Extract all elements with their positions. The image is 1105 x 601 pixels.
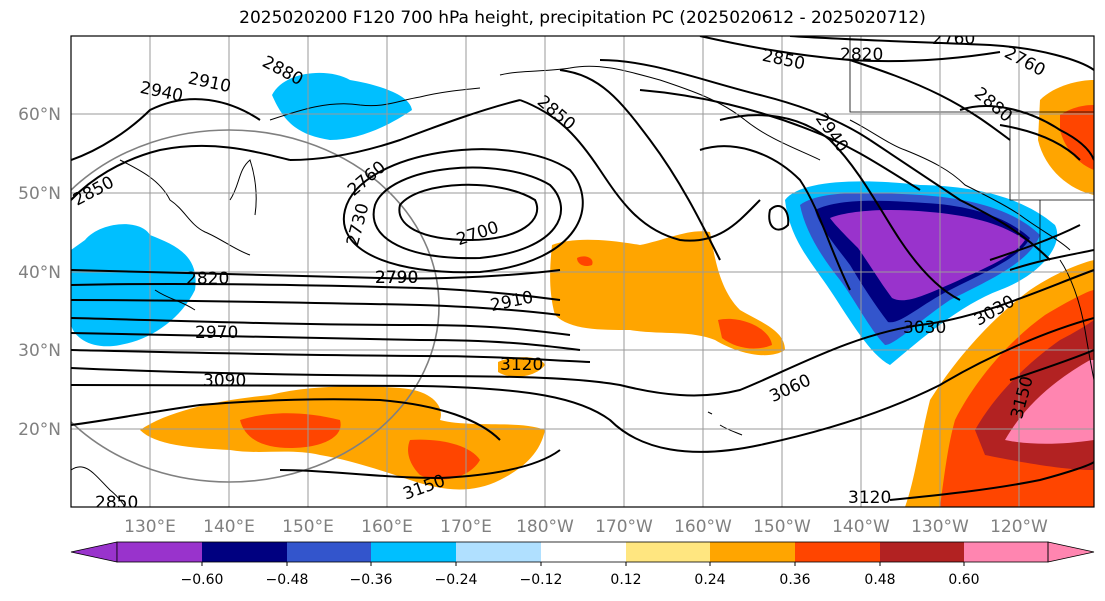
- lat-label: 60°N: [18, 105, 61, 125]
- lon-label: 130°W: [911, 517, 969, 537]
- colorbar-tick: 0.48: [864, 572, 895, 588]
- lon-label: 170°W: [595, 517, 653, 537]
- map-title: 2025020200 F120 700 hPa height, precipit…: [239, 8, 926, 28]
- colorbar-swatch: [202, 542, 287, 562]
- contour-label: 3030: [903, 318, 946, 338]
- contour-label: 2820: [186, 269, 229, 289]
- lat-label: 30°N: [18, 341, 61, 361]
- coastlines: [71, 65, 1094, 507]
- colorbar-tick: −0.12: [520, 572, 563, 588]
- colorbar-swatch: [541, 542, 626, 562]
- colorbar-tick: 0.60: [948, 572, 979, 588]
- contour-label: 3090: [203, 371, 246, 391]
- height-contours: [71, 36, 1094, 501]
- lon-label: 160°E: [361, 517, 413, 537]
- map-area: 2940 2910 2880 2850 2850 2820 2790 2760 …: [71, 29, 1094, 513]
- lon-label: 130°E: [124, 517, 176, 537]
- contour-label: 2790: [375, 268, 418, 288]
- lat-label: 40°N: [18, 263, 61, 283]
- colorbar-swatch: [795, 542, 880, 562]
- colorbar-tick: 0.12: [610, 572, 641, 588]
- colorbar-swatch: [456, 542, 541, 562]
- map-frame: [70, 35, 1095, 508]
- lon-label: 140°E: [203, 517, 255, 537]
- colorbar-outline: [116, 541, 1049, 563]
- lon-label: 120°W: [990, 517, 1048, 537]
- lon-label: 140°W: [832, 517, 890, 537]
- contour-label: 2970: [195, 323, 238, 343]
- colorbar-tick: −0.24: [435, 572, 478, 588]
- colorbar-tick: 0.36: [779, 572, 810, 588]
- colorbar: −0.60 −0.48 −0.36 −0.24 −0.12 0.12 0.24 …: [70, 541, 1095, 588]
- colorbar-arrow-right: [1047, 541, 1095, 563]
- colorbar-tick: −0.60: [181, 572, 224, 588]
- contour-label: 2760: [932, 29, 975, 49]
- colorbar-tick: 0.24: [694, 572, 725, 588]
- longitude-labels: 130°E 140°E 150°E 160°E 170°E 180°W 170°…: [124, 517, 1048, 537]
- colorbar-swatch: [964, 542, 1048, 562]
- colorbar-swatch: [287, 542, 371, 562]
- colorbar-swatch: [626, 542, 710, 562]
- colorbar-tick: −0.48: [266, 572, 309, 588]
- lon-label: 170°E: [440, 517, 492, 537]
- colorbar-swatch: [371, 542, 456, 562]
- colorbar-swatch: [880, 542, 964, 562]
- contour-label: 2850: [95, 493, 138, 513]
- contour-label: 3120: [848, 488, 891, 508]
- contour-label: 3120: [500, 355, 543, 375]
- colorbar-swatch: [710, 542, 795, 562]
- lon-label: 160°W: [674, 517, 732, 537]
- colorbar-swatch: [117, 542, 202, 562]
- colorbar-tick: −0.36: [350, 572, 393, 588]
- contour-label: 2790: [375, 268, 418, 288]
- latitude-labels: 60°N 50°N 40°N 30°N 20°N: [18, 105, 61, 440]
- lat-label: 20°N: [18, 420, 61, 440]
- lat-label: 50°N: [18, 184, 61, 204]
- lon-label: 150°W: [753, 517, 811, 537]
- colorbar-arrow-left: [70, 541, 118, 563]
- precip-shading: [71, 72, 1094, 507]
- lon-label: 150°E: [282, 517, 334, 537]
- lon-label: 180°W: [516, 517, 574, 537]
- contour-label: 2820: [840, 45, 883, 65]
